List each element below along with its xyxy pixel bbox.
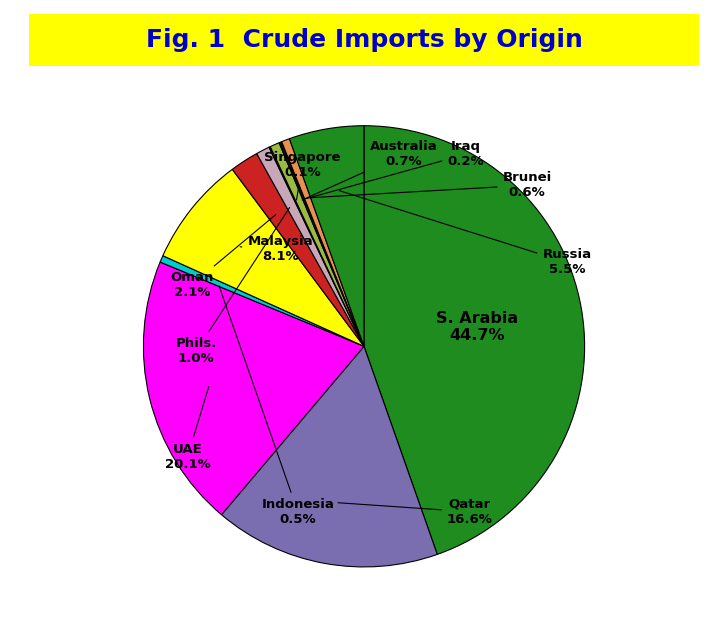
Text: Brunei
0.6%: Brunei 0.6% — [310, 171, 552, 199]
Text: Singapore
0.1%: Singapore 0.1% — [264, 152, 341, 200]
Text: Russia
5.5%: Russia 5.5% — [339, 191, 592, 276]
Text: Indonesia
0.5%: Indonesia 0.5% — [219, 286, 334, 526]
Wedge shape — [143, 262, 364, 515]
Wedge shape — [269, 147, 364, 346]
Text: Oman
2.1%: Oman 2.1% — [170, 215, 276, 298]
Text: Iraq
0.2%: Iraq 0.2% — [306, 140, 484, 198]
Wedge shape — [232, 154, 364, 346]
Wedge shape — [221, 346, 438, 567]
Wedge shape — [279, 142, 364, 346]
Text: Australia
0.7%: Australia 0.7% — [302, 140, 438, 200]
Wedge shape — [282, 139, 364, 346]
Wedge shape — [160, 256, 364, 346]
Text: Qatar
16.6%: Qatar 16.6% — [338, 498, 493, 526]
Wedge shape — [270, 143, 364, 346]
Text: Phils.
1.0%: Phils. 1.0% — [175, 208, 290, 365]
Wedge shape — [290, 125, 364, 346]
Wedge shape — [163, 169, 364, 346]
Text: Malaysia
8.1%: Malaysia 8.1% — [240, 235, 313, 263]
Wedge shape — [257, 147, 364, 346]
Text: Fig. 1  Crude Imports by Origin: Fig. 1 Crude Imports by Origin — [146, 28, 582, 52]
Text: UAE
20.1%: UAE 20.1% — [165, 386, 210, 470]
Text: S. Arabia
44.7%: S. Arabia 44.7% — [435, 311, 518, 343]
Wedge shape — [364, 125, 585, 554]
